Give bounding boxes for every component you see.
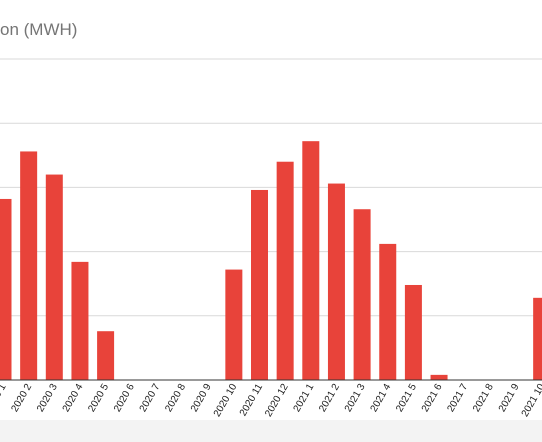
bar-2020-12 [276,161,294,380]
x-tick-label: 2020 2 [9,382,34,414]
bar-2020-4 [71,261,89,380]
x-tick-label: 2021 2 [317,382,342,414]
bar-2021-3 [353,209,371,380]
x-tick-label: 2021 3 [343,382,368,414]
chart-title: on (MWH) [0,20,78,39]
x-tick-label: 2021 9 [497,382,522,414]
bar-2020-5 [97,331,115,380]
x-tick-label: 2020 8 [163,382,188,414]
bar-2021-4 [379,243,397,380]
x-tick-label: 2020 7 [138,382,163,414]
bar-2020-2 [20,151,38,380]
bar-2020-11 [251,189,268,380]
x-tick-label: 2021 10 [520,382,542,419]
x-tick-label: 2020 9 [189,382,214,414]
x-tick-label: 2020 12 [263,382,291,419]
bar-2021-2 [327,183,345,380]
bar-2021-1 [302,141,320,380]
x-tick-label: 2020 3 [35,382,60,414]
bar-2020-1 [0,198,12,380]
x-tick-label: 2020 6 [112,382,137,414]
x-tick-label: 2021 7 [445,382,470,414]
footer-band [0,420,542,442]
bar-2021-6 [430,374,448,380]
x-tick-label: 2021 1 [292,382,317,414]
x-tick-label: 2021 6 [420,382,445,414]
x-tick-label: 2021 8 [471,382,496,414]
x-tick-label: 2020 5 [86,382,111,414]
bar-2021-5 [404,284,422,380]
x-tick-label: 2020 1 [0,382,9,414]
x-tick-label: 2021 5 [394,382,419,414]
x-tick-label: 2020 10 [212,382,240,419]
x-tick-label: 2020 4 [61,382,86,414]
bar-2020-10 [225,269,243,380]
bar-2020-3 [45,174,63,380]
x-tick-label: 2021 4 [369,382,394,414]
x-tick-label: 2020 11 [238,382,265,419]
bar-2021-10 [533,297,542,380]
